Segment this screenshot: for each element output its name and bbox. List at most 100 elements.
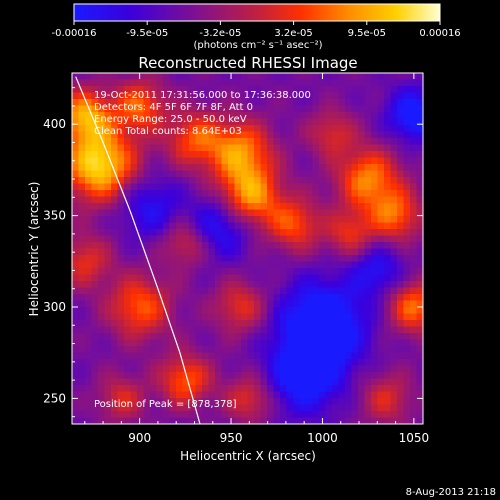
heatmap-cell <box>319 261 327 269</box>
heatmap-cell <box>72 391 80 399</box>
heatmap-cell <box>72 268 80 276</box>
heatmap-cell <box>234 79 242 87</box>
heatmap-cell <box>403 151 411 159</box>
heatmap-cell <box>403 268 411 276</box>
heatmap-cell <box>416 216 423 224</box>
heatmap-cell <box>189 99 197 107</box>
heatmap-cell <box>228 287 236 295</box>
heatmap-cell <box>260 391 268 399</box>
heatmap-cell <box>371 73 379 81</box>
heatmap-cell <box>150 216 158 224</box>
heatmap-cell <box>241 333 249 341</box>
heatmap-cell <box>156 144 164 152</box>
heatmap-cell <box>358 144 366 152</box>
heatmap-cell <box>228 105 236 113</box>
heatmap-cell <box>111 391 119 399</box>
heatmap-cell <box>221 294 229 302</box>
heatmap-cell <box>163 248 171 256</box>
heatmap-cell <box>325 365 333 373</box>
heatmap-cell <box>358 79 366 87</box>
heatmap-cell <box>104 196 112 204</box>
heatmap-cell <box>358 203 366 211</box>
heatmap-cell <box>104 177 112 185</box>
heatmap-cell <box>254 320 262 328</box>
heatmap-cell <box>306 339 314 347</box>
heatmap-cell <box>280 320 288 328</box>
heatmap-cell <box>377 398 385 406</box>
heatmap-cell <box>117 274 125 282</box>
heatmap-cell <box>338 177 346 185</box>
heatmap-cell <box>104 281 112 289</box>
heatmap-cell <box>260 411 268 419</box>
heatmap-cell <box>163 287 171 295</box>
heatmap-cell <box>78 365 86 373</box>
heatmap-cell <box>202 261 210 269</box>
heatmap-cell <box>91 242 99 250</box>
heatmap-cell <box>247 300 255 308</box>
heatmap-cell <box>202 300 210 308</box>
heatmap-cell <box>137 404 145 412</box>
heatmap-cell <box>228 391 236 399</box>
heatmap-cell <box>163 131 171 139</box>
heatmap-cell <box>208 346 216 354</box>
heatmap-cell <box>234 196 242 204</box>
heatmap-cell <box>338 339 346 347</box>
heatmap-cell <box>332 398 340 406</box>
heatmap-cell <box>78 320 86 328</box>
heatmap-cell <box>241 352 249 360</box>
heatmap-cell <box>273 144 281 152</box>
heatmap-cell <box>371 177 379 185</box>
heatmap-cell <box>338 170 346 178</box>
heatmap-cell <box>117 281 125 289</box>
heatmap-cell <box>241 203 249 211</box>
heatmap-cell <box>78 294 86 302</box>
heatmap-cell <box>410 170 418 178</box>
heatmap-cell <box>410 313 418 321</box>
heatmap-cell <box>312 313 320 321</box>
heatmap-cell <box>267 281 275 289</box>
heatmap-cell <box>390 313 398 321</box>
heatmap-cell <box>312 320 320 328</box>
heatmap-cell <box>176 73 184 81</box>
heatmap-cell <box>202 326 210 334</box>
heatmap-cell <box>111 222 119 230</box>
heatmap-cell <box>358 326 366 334</box>
heatmap-cell <box>397 112 405 120</box>
heatmap-cell <box>208 378 216 386</box>
heatmap-cell <box>358 229 366 237</box>
heatmap-cell <box>345 112 353 120</box>
heatmap-cell <box>286 164 294 172</box>
heatmap-cell <box>416 229 423 237</box>
heatmap-cell <box>98 170 106 178</box>
heatmap-cell <box>338 183 346 191</box>
heatmap-cell <box>195 164 203 172</box>
heatmap-cell <box>72 131 80 139</box>
heatmap-cell <box>286 170 294 178</box>
heatmap-cell <box>332 365 340 373</box>
heatmap-cell <box>338 248 346 256</box>
heatmap-cell <box>195 203 203 211</box>
heatmap-cell <box>130 242 138 250</box>
heatmap-cell <box>351 326 359 334</box>
heatmap-cell <box>351 86 359 94</box>
heatmap-cell <box>156 268 164 276</box>
heatmap-cell <box>280 365 288 373</box>
heatmap-cell <box>98 261 106 269</box>
heatmap-cell <box>189 320 197 328</box>
heatmap-cell <box>143 365 151 373</box>
heatmap-cell <box>299 112 307 120</box>
heatmap-cell <box>325 274 333 282</box>
heatmap-cell <box>137 307 145 315</box>
heatmap-cell <box>338 216 346 224</box>
heatmap-cell <box>364 157 372 165</box>
heatmap-cell <box>228 235 236 243</box>
heatmap-cell <box>85 320 93 328</box>
heatmap-cell <box>390 248 398 256</box>
heatmap-cell <box>397 164 405 172</box>
heatmap-cell <box>78 164 86 172</box>
heatmap-cell <box>241 209 249 217</box>
heatmap-cell <box>416 378 423 386</box>
heatmap-cell <box>338 359 346 367</box>
heatmap-cell <box>416 248 423 256</box>
heatmap-cell <box>156 216 164 224</box>
